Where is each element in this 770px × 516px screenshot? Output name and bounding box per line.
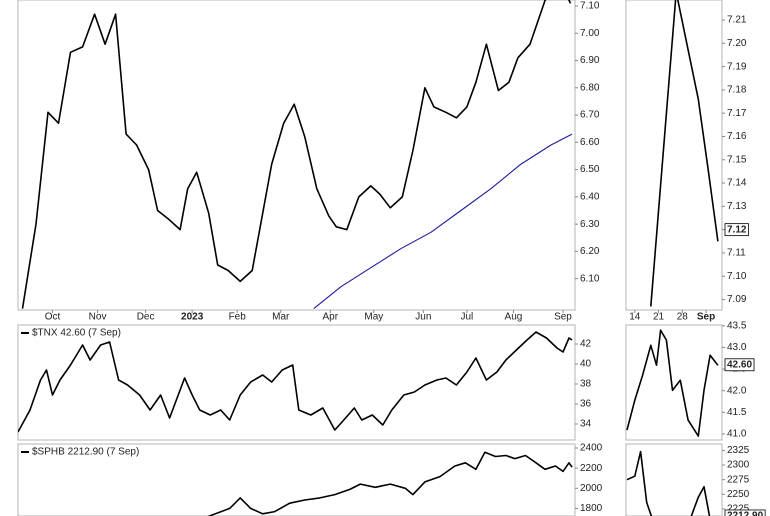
y-tick-label: 6.10 <box>580 273 600 284</box>
y-tick-label: 6.40 <box>580 191 600 202</box>
y-tick-label: 2225 <box>727 504 750 515</box>
x-tick-label: Mar <box>272 312 290 323</box>
y-tick-label: 7.16 <box>727 131 747 142</box>
y-tick-label: 7.10 <box>727 271 747 282</box>
y-tick-label: 6.60 <box>580 137 600 148</box>
plot-area <box>650 0 719 307</box>
last-value-label: 2212.90 <box>727 511 764 516</box>
panel-frame <box>625 324 723 441</box>
y-tick-label: 7.21 <box>727 15 747 26</box>
last-value-box <box>724 358 755 372</box>
x-tick-label: 21 <box>653 312 665 323</box>
plot-area <box>626 450 711 516</box>
y-tick-label: 7.15 <box>727 154 747 165</box>
y-tick-label: 42 <box>580 339 592 350</box>
price-line <box>626 329 719 437</box>
price-line <box>626 450 711 516</box>
x-tick-label: May <box>364 312 383 323</box>
y-tick-label: 38 <box>580 379 592 390</box>
price-line <box>18 331 573 433</box>
y-tick-label: 6.30 <box>580 219 600 230</box>
y-tick-label: 2300 <box>727 460 750 471</box>
y-tick-label: 7.14 <box>727 178 747 189</box>
x-tick-label: Apr <box>322 312 338 323</box>
y-tick-label: 43.5 <box>727 321 747 332</box>
panel-frame <box>17 324 576 441</box>
x-tick-label: Jul <box>461 312 474 323</box>
panel-title: $TNX 42.60 (7 Sep) <box>32 328 121 339</box>
y-tick-label: 6.50 <box>580 164 600 175</box>
x-tick-label: Aug <box>505 312 523 323</box>
x-tick-label: Dec <box>137 312 155 323</box>
price-line <box>21 0 572 309</box>
y-tick-label: 2000 <box>580 483 603 494</box>
y-tick-label: 2325 <box>727 445 750 456</box>
y-tick-label: 7.10 <box>580 1 600 12</box>
x-tick-label: 28 <box>677 312 689 323</box>
y-tick-label: 6.90 <box>580 55 600 66</box>
y-tick-label: 7.19 <box>727 61 747 72</box>
x-tick-label: Sep <box>554 312 572 323</box>
y-tick-label: 41.0 <box>727 429 747 440</box>
y-tick-label: 41.5 <box>727 407 747 418</box>
y-tick-label: 6.20 <box>580 246 600 257</box>
price-line <box>207 451 573 516</box>
plot-area <box>18 331 573 433</box>
panel-frame <box>17 443 576 516</box>
last-value-label: 7.12 <box>727 224 747 235</box>
y-tick-label: 2275 <box>727 474 750 485</box>
y-tick-label: 34 <box>580 419 592 430</box>
y-tick-label: 7.11 <box>727 248 746 259</box>
y-tick-label: 7.20 <box>727 38 747 49</box>
y-tick-label: 6.80 <box>580 82 600 93</box>
y-tick-label: 42.0 <box>727 385 747 396</box>
y-tick-label: 36 <box>580 399 592 410</box>
panel-title: $SPHB 2212.90 (7 Sep) <box>32 447 139 458</box>
y-tick-label: 6.70 <box>580 110 600 121</box>
plot-area <box>626 329 719 437</box>
y-tick-label: 7.18 <box>727 85 747 96</box>
panel-frame <box>17 0 576 311</box>
y-tick-label: 7.13 <box>727 201 747 212</box>
price-line <box>313 133 573 310</box>
x-tick-label: 14 <box>629 312 641 323</box>
y-tick-label: 2400 <box>580 443 603 454</box>
plot-area <box>21 0 573 310</box>
x-tick-label: Sep <box>697 312 715 323</box>
price-line <box>650 0 719 307</box>
y-tick-label: 2200 <box>580 463 603 474</box>
y-tick-label: 7.00 <box>580 28 600 39</box>
plot-area <box>207 451 573 516</box>
y-tick-label: 2250 <box>727 489 750 500</box>
x-tick-label: Oct <box>45 312 61 323</box>
y-tick-label: 7.09 <box>727 294 747 305</box>
x-tick-label: 2023 <box>181 312 204 323</box>
x-tick-label: Feb <box>229 312 247 323</box>
y-tick-label: 43.0 <box>727 342 747 353</box>
x-tick-label: Nov <box>89 312 107 323</box>
panel-frame <box>625 0 723 311</box>
last-value-box <box>724 223 749 237</box>
x-tick-label: Jun <box>415 312 431 323</box>
last-value-label: 42.60 <box>727 359 752 370</box>
y-tick-label: 7.17 <box>727 108 747 119</box>
y-tick-label: 1800 <box>580 503 603 514</box>
y-tick-label: 40 <box>580 359 592 370</box>
